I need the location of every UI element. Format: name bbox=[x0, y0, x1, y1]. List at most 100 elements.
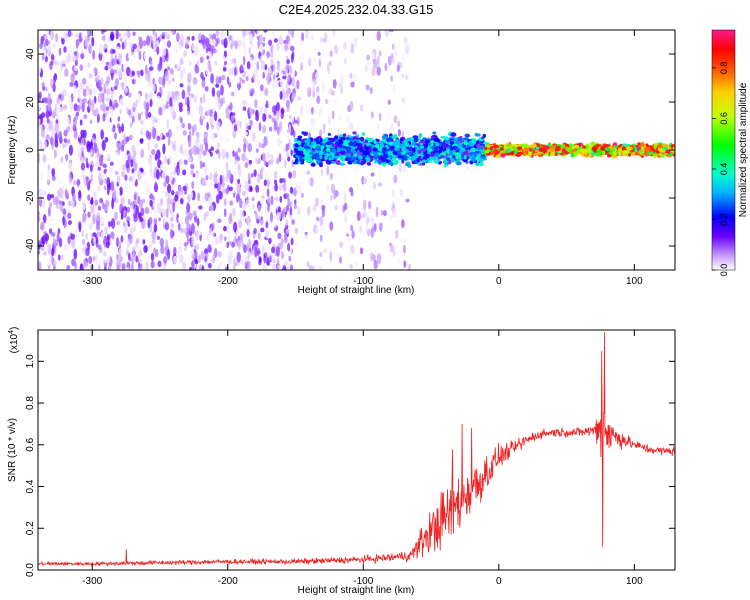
heatmap-cell bbox=[265, 229, 269, 239]
heatmap-cell bbox=[62, 265, 66, 270]
heatmap-cell bbox=[304, 152, 310, 157]
heatmap-cell bbox=[197, 49, 201, 56]
heatmap-cell bbox=[149, 66, 154, 71]
heatmap-cell bbox=[132, 172, 137, 183]
heatmap-cell bbox=[237, 163, 241, 171]
heatmap-cell bbox=[254, 206, 258, 212]
heatmap-cell bbox=[269, 93, 273, 102]
heatmap-cell bbox=[88, 73, 93, 79]
heatmap-cell bbox=[273, 220, 277, 228]
heatmap-cell bbox=[217, 264, 221, 270]
heatmap-cell bbox=[340, 195, 345, 206]
heatmap-cell bbox=[159, 77, 163, 85]
heatmap-cell bbox=[355, 161, 362, 165]
heatmap-cell bbox=[305, 30, 309, 40]
heatmap-cell bbox=[104, 48, 108, 53]
heatmap-cell bbox=[422, 137, 427, 141]
heatmap-cell bbox=[322, 49, 327, 57]
heatmap-cell bbox=[118, 103, 121, 108]
heatmap-cell bbox=[140, 148, 145, 159]
heatmap-cell bbox=[102, 163, 108, 168]
heatmap-cell bbox=[149, 199, 153, 207]
heatmap-cell bbox=[388, 214, 393, 221]
heatmap-cell bbox=[45, 109, 50, 119]
heatmap-cell bbox=[218, 190, 223, 200]
heatmap-cell bbox=[314, 72, 320, 80]
heatmap-cell bbox=[387, 55, 392, 66]
heatmap-cell bbox=[129, 38, 132, 49]
heatmap-cell bbox=[82, 257, 87, 269]
heatmap-cell bbox=[67, 212, 72, 219]
heatmap-cell bbox=[251, 131, 256, 142]
heatmap-cell bbox=[151, 205, 154, 210]
heatmap-cell bbox=[105, 61, 110, 66]
heatmap-cell bbox=[199, 56, 204, 63]
heatmap-cell bbox=[228, 186, 234, 192]
heatmap-cell bbox=[131, 223, 136, 228]
heatmap-cell bbox=[149, 232, 153, 244]
heatmap-cell bbox=[115, 198, 119, 204]
heatmap-cell bbox=[362, 187, 366, 196]
heatmap-cell bbox=[193, 144, 198, 156]
heatmap-cell bbox=[51, 248, 55, 257]
heatmap-cell bbox=[156, 235, 160, 240]
heatmap-cell bbox=[157, 63, 162, 72]
heatmap-cell bbox=[280, 108, 285, 115]
heatmap-cell bbox=[253, 169, 257, 178]
heatmap-cell bbox=[294, 158, 299, 164]
heatmap-cell bbox=[70, 73, 75, 83]
heatmap-cell bbox=[308, 265, 313, 270]
heatmap-cell bbox=[193, 123, 197, 132]
heatmap-cell bbox=[180, 117, 183, 124]
heatmap-cell bbox=[183, 50, 188, 58]
heatmap-cell bbox=[86, 175, 89, 187]
heatmap-cell bbox=[259, 197, 265, 205]
heatmap-cell bbox=[63, 138, 68, 143]
heatmap-cell bbox=[38, 118, 41, 128]
heatmap-cell bbox=[53, 74, 56, 85]
heatmap-cell bbox=[417, 149, 422, 154]
heatmap-cell bbox=[260, 106, 264, 116]
heatmap-cell bbox=[68, 144, 73, 156]
heatmap-cell bbox=[116, 237, 119, 248]
heatmap-cell bbox=[349, 123, 354, 130]
heatmap-cell bbox=[161, 208, 166, 217]
heatmap-cell bbox=[165, 175, 170, 185]
heatmap-cell bbox=[188, 266, 193, 270]
heatmap-cell bbox=[210, 73, 215, 84]
heatmap-cell bbox=[215, 76, 220, 85]
heatmap-cell bbox=[390, 75, 394, 82]
heatmap-cell bbox=[46, 260, 51, 266]
heatmap-cell bbox=[184, 96, 188, 106]
heatmap-cell bbox=[317, 110, 321, 118]
heatmap-cell bbox=[185, 42, 189, 48]
heatmap-cell bbox=[254, 246, 258, 258]
heatmap-cell bbox=[68, 96, 72, 107]
heatmap-cell bbox=[239, 103, 243, 110]
heatmap-cell bbox=[382, 153, 389, 159]
heatmap-cell bbox=[242, 30, 246, 37]
heatmap-cell bbox=[136, 70, 141, 75]
heatmap-cell bbox=[313, 153, 319, 159]
heatmap-cell bbox=[301, 131, 305, 135]
heatmap-cell bbox=[90, 164, 93, 173]
heatmap-cell bbox=[315, 145, 321, 151]
heatmap-cell bbox=[101, 139, 106, 151]
heatmap-cell bbox=[458, 155, 462, 160]
heatmap-cell bbox=[443, 143, 449, 148]
heatmap-cell bbox=[201, 79, 206, 88]
heatmap-cell bbox=[151, 234, 156, 245]
heatmap-cell bbox=[295, 151, 302, 156]
heatmap-cell bbox=[285, 136, 289, 145]
heatmap-cell bbox=[319, 138, 323, 143]
heatmap-cell bbox=[78, 189, 82, 199]
heatmap-cell bbox=[377, 147, 383, 152]
heatmap-cell bbox=[118, 85, 122, 92]
heatmap-cell bbox=[171, 190, 175, 196]
heatmap-cell bbox=[323, 248, 327, 253]
heatmap-cell bbox=[401, 54, 406, 64]
heatmap-cell bbox=[448, 160, 452, 165]
heatmap-cell bbox=[292, 169, 297, 179]
heatmap-cell bbox=[139, 217, 144, 222]
heatmap-cell bbox=[262, 244, 265, 255]
